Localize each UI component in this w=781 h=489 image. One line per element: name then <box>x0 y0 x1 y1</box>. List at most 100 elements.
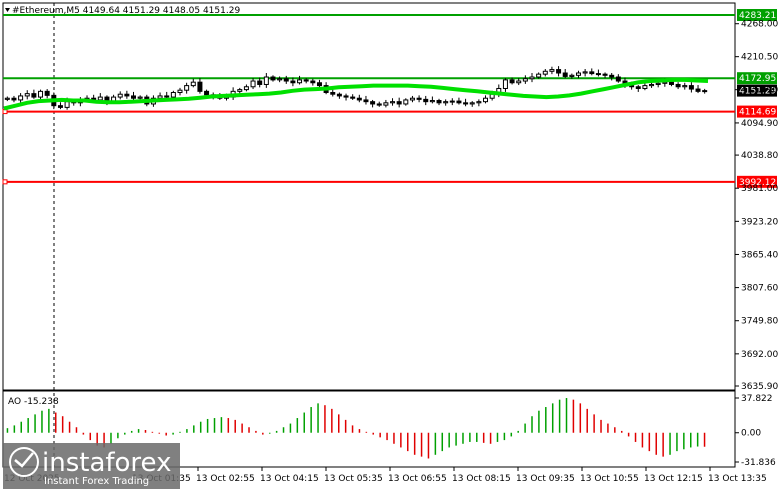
candle-body <box>675 83 681 88</box>
moving-average-line <box>3 77 709 111</box>
candle-body <box>615 76 621 82</box>
candle-body <box>184 85 190 91</box>
time-label: 13 Oct 10:55 <box>580 474 639 484</box>
candle-body <box>569 74 575 77</box>
price-tick-label: 4038.80 <box>741 151 778 161</box>
level-badge <box>737 105 777 118</box>
candle-body <box>396 101 402 105</box>
candle-body <box>38 90 44 98</box>
level-badge-label: 4283.21 <box>739 11 776 21</box>
level-badge <box>737 9 777 21</box>
price-tick-label: 3807.60 <box>741 284 778 294</box>
candle-body <box>64 101 70 108</box>
candle-body <box>11 97 17 101</box>
candle-body <box>270 76 276 81</box>
price-tick-label: 4152.90 <box>741 86 778 96</box>
candle-body <box>688 85 694 90</box>
candle-body <box>589 71 595 75</box>
price-tick-label: 3692.00 <box>741 350 778 360</box>
ao-tick-label: 0.00 <box>741 429 761 439</box>
time-label: 13 Oct 09:35 <box>516 474 575 484</box>
candle-body <box>237 89 243 92</box>
candle-body <box>4 97 10 100</box>
candle-body <box>170 91 176 98</box>
price-tick-label: 3981.00 <box>741 184 778 194</box>
candle-body <box>117 93 123 98</box>
time-label: 13 Oct 08:15 <box>452 474 511 484</box>
candle-body <box>24 93 30 97</box>
level-badge <box>737 72 777 85</box>
candle-body <box>443 101 449 104</box>
candle-body <box>549 69 555 72</box>
candle-body <box>668 81 674 85</box>
price-tick-label: 3749.80 <box>741 317 778 327</box>
candle-body <box>682 85 688 88</box>
candle-body <box>502 79 508 89</box>
candle-body <box>363 99 369 103</box>
candle-body <box>350 96 356 99</box>
candle-body <box>642 85 648 89</box>
level-badge-label: 4172.95 <box>739 74 776 84</box>
candle-body <box>536 73 542 78</box>
candle-body <box>316 82 322 87</box>
candle-body <box>429 100 435 103</box>
candle-body <box>243 86 249 91</box>
price-tick-label: 3865.40 <box>741 250 778 260</box>
ao-pane-frame <box>2 390 736 468</box>
candle-body <box>343 95 349 98</box>
candle-body <box>336 93 342 97</box>
candle-body <box>277 78 283 81</box>
candle-body <box>177 89 183 93</box>
candle-body <box>370 101 376 105</box>
candle-body <box>522 78 528 82</box>
time-label: 13 Oct 06:55 <box>388 474 447 484</box>
candle-body <box>602 73 608 76</box>
time-label: 13 Oct 12:15 <box>644 474 703 484</box>
candle-body <box>263 76 269 85</box>
candle-body <box>164 95 170 98</box>
candle-body <box>376 103 382 106</box>
candle-body <box>44 90 50 96</box>
candle-body <box>695 88 701 92</box>
candle-body <box>131 95 137 99</box>
candle-body <box>463 102 469 105</box>
ao-label: AO -15.238 <box>8 397 59 407</box>
price-tick-label: 4210.50 <box>741 53 778 63</box>
candle-body <box>390 101 396 104</box>
chart-title: #Ethereum,M5 4149.64 4151.29 4148.05 415… <box>12 6 240 16</box>
logo-brand: instaforex <box>42 448 171 478</box>
candle-body <box>97 96 103 101</box>
candle-body <box>290 80 296 84</box>
candle-body <box>609 74 615 78</box>
candle-body <box>456 100 462 104</box>
level-badge-label: 3992.12 <box>739 178 776 188</box>
candle-body <box>562 72 568 77</box>
candle-body <box>383 102 389 106</box>
candle-body <box>416 97 422 100</box>
candle-body <box>516 80 522 84</box>
time-label: 13 Oct 13:35 <box>708 474 767 484</box>
candle-body <box>436 100 442 104</box>
level-badge <box>737 175 777 188</box>
time-label: 13 Oct 05:35 <box>324 474 383 484</box>
level-anchor <box>2 179 8 185</box>
candle-body <box>542 70 548 75</box>
price-tick-label: 3635.90 <box>741 382 778 392</box>
candle-body <box>303 79 309 82</box>
candle-body <box>283 78 289 82</box>
candle-body <box>423 98 429 103</box>
candle-body <box>509 79 515 84</box>
candle-body <box>702 90 708 93</box>
candle-body <box>356 97 362 101</box>
candle-body <box>476 101 482 104</box>
candle-body <box>190 81 196 87</box>
level-badge-label: 4114.69 <box>739 108 776 118</box>
candle-body <box>582 71 588 74</box>
time-label: 13 Oct 02:55 <box>196 474 255 484</box>
price-tick-label: 3923.20 <box>741 217 778 227</box>
candle-body <box>250 80 256 88</box>
candle-body <box>655 82 661 85</box>
candle-body <box>257 80 263 85</box>
